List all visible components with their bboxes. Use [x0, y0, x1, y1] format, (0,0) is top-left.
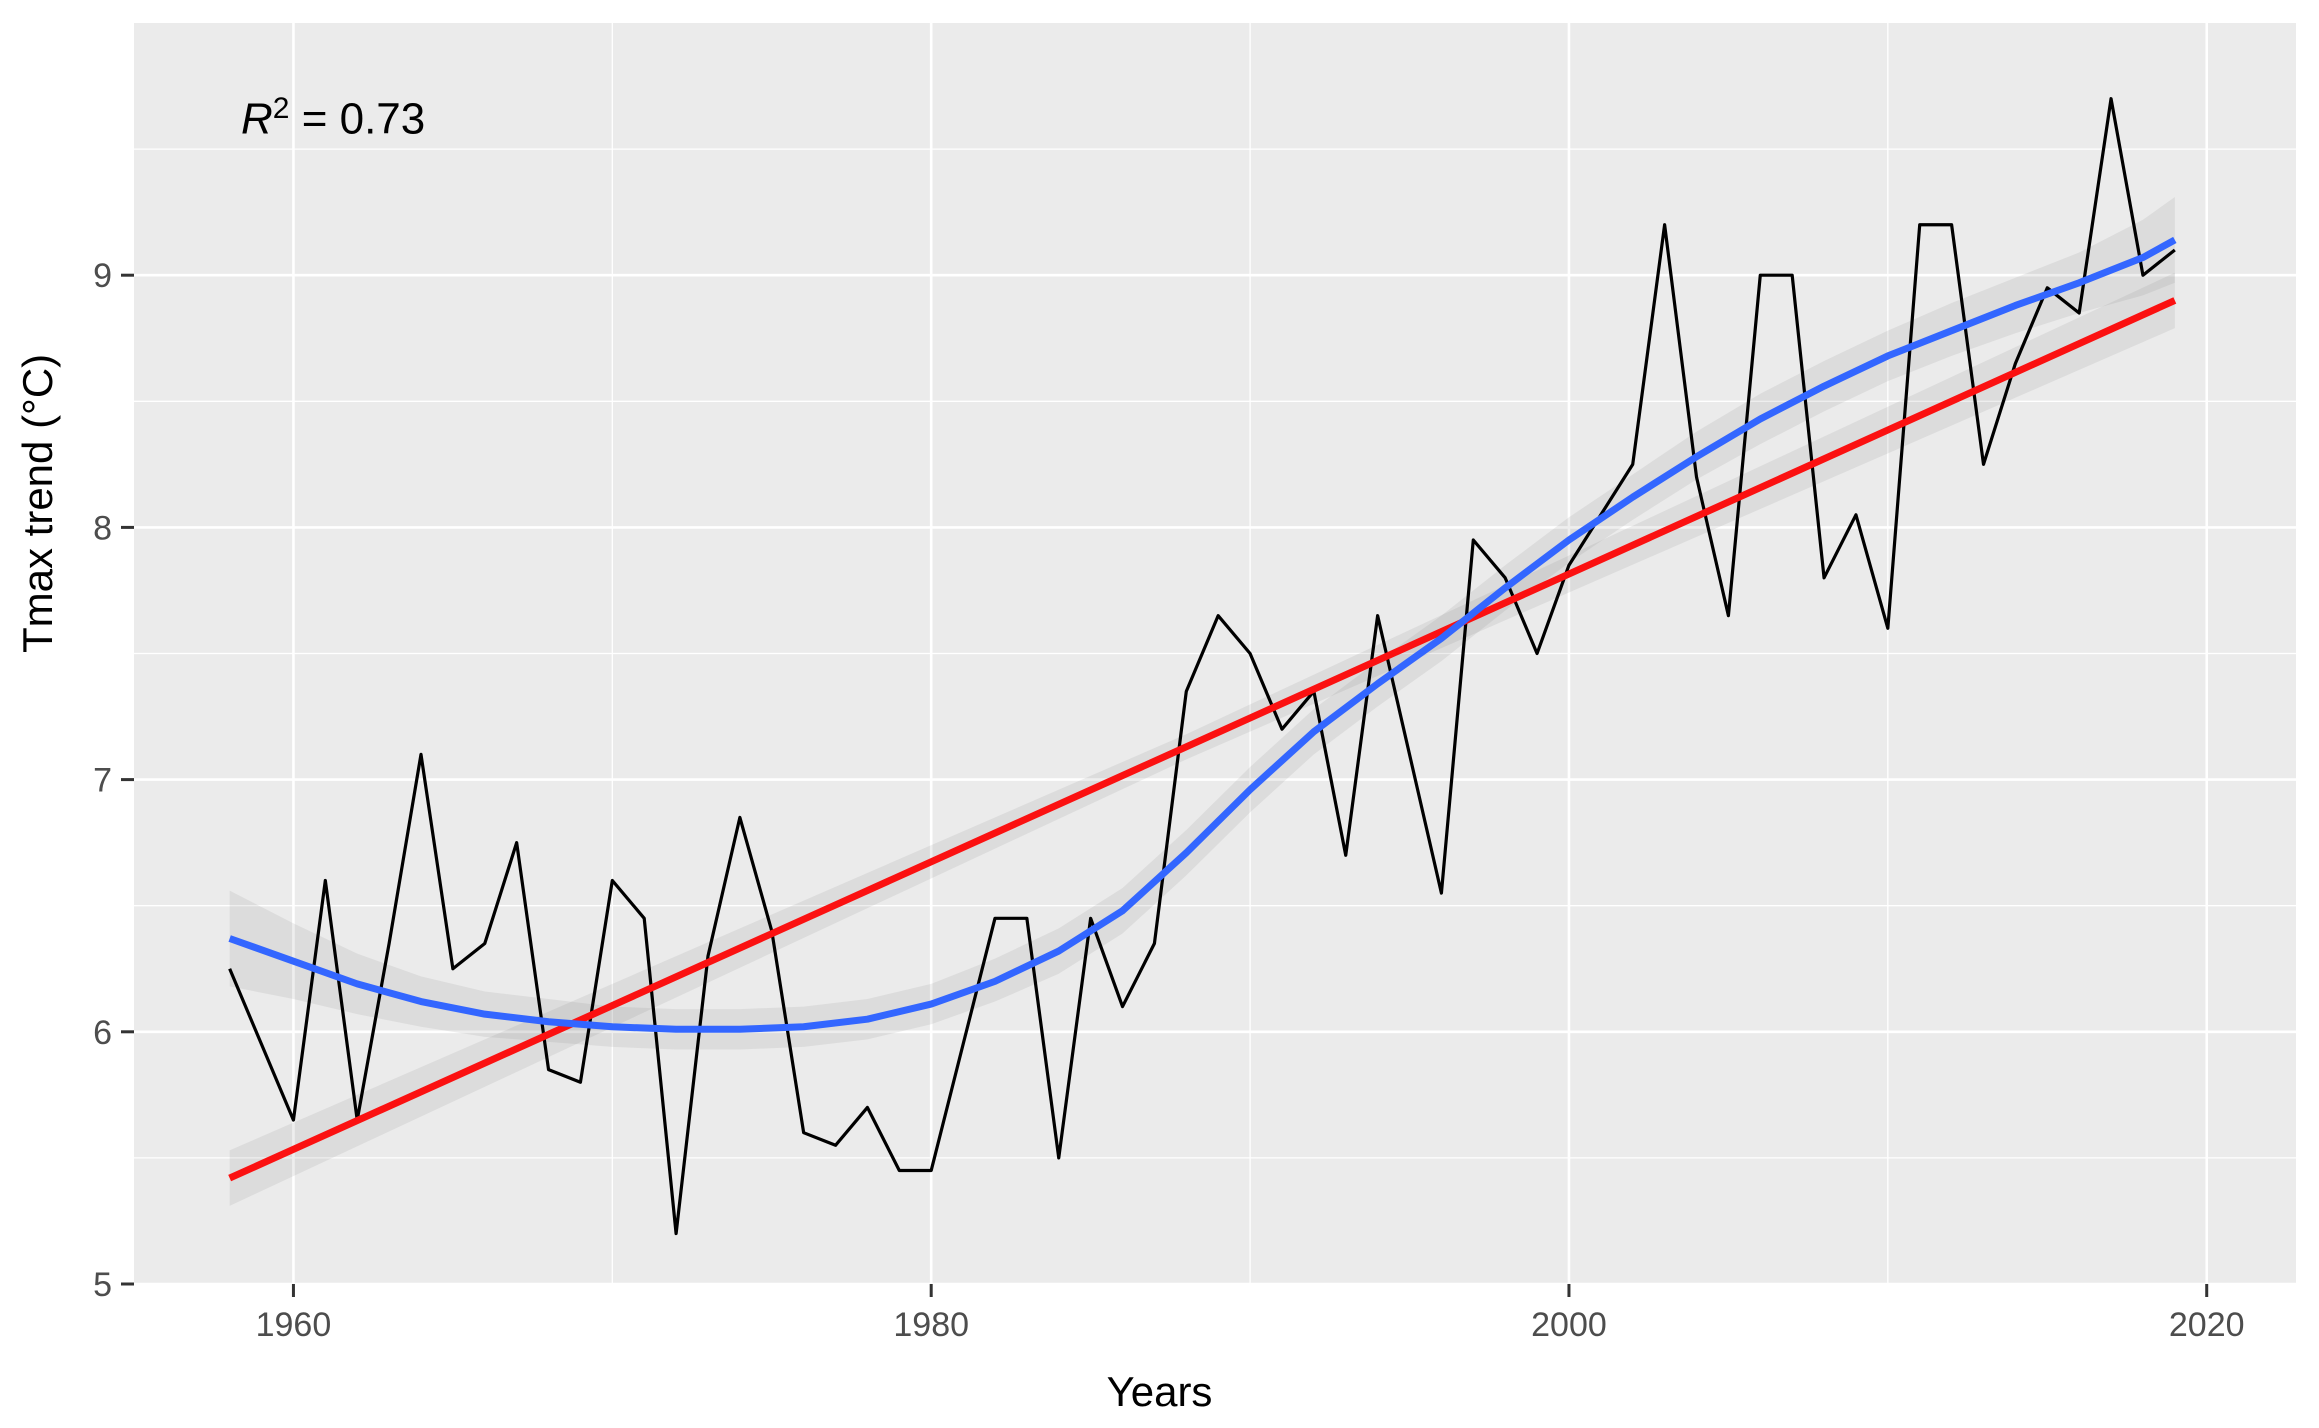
r-symbol: R [241, 94, 273, 144]
r-value-text: = 0.73 [289, 94, 426, 144]
x-tick-label: 1960 [256, 1306, 332, 1344]
loess-smooth-line [228, 236, 2177, 1033]
r-exponent: 2 [272, 92, 290, 125]
y-axis-title-text: Tmax trend (°C) [14, 353, 61, 653]
observed-tmax-line [228, 97, 2176, 1236]
x-tick-label: 2000 [1531, 1306, 1607, 1344]
linear-trend-line [228, 297, 2177, 1182]
y-tick-label: 5 [93, 1266, 112, 1304]
y-tick-label: 9 [93, 257, 112, 295]
x-axis-title: Years [1106, 1368, 1213, 1415]
x-tick-label: 2020 [2169, 1306, 2245, 1344]
y-tick-label: 6 [93, 1014, 112, 1052]
y-tick-label: 8 [93, 509, 112, 547]
y-tick-label: 7 [93, 762, 112, 800]
r-squared-annotation: R2 = 0.73 [241, 92, 425, 145]
x-tick-label: 1980 [893, 1306, 969, 1344]
